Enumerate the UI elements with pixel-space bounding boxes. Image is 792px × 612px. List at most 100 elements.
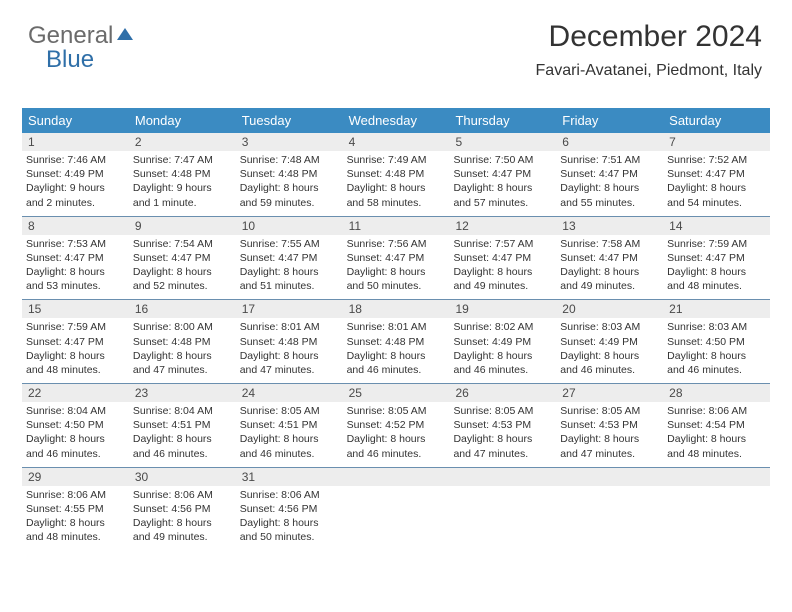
day-header: Friday <box>556 108 663 133</box>
day-number-wrap: 12 <box>449 217 556 235</box>
day-number: 21 <box>669 302 764 316</box>
calendar-cell: 22Sunrise: 8:04 AMSunset: 4:50 PMDayligh… <box>22 384 129 467</box>
sunrise-line: Sunrise: 8:00 AM <box>133 320 232 334</box>
day-header: Sunday <box>22 108 129 133</box>
calendar-cell: 5Sunrise: 7:50 AMSunset: 4:47 PMDaylight… <box>449 133 556 216</box>
day-number: 31 <box>242 470 337 484</box>
logo-text-blue-wrap: Blue <box>46 46 94 74</box>
daylight-line: Daylight: 8 hours and 49 minutes. <box>453 265 552 293</box>
day-number-wrap: 29 <box>22 468 129 486</box>
sunrise-line: Sunrise: 7:46 AM <box>26 153 125 167</box>
day-body: Sunrise: 7:54 AMSunset: 4:47 PMDaylight:… <box>129 235 236 294</box>
sunset-line: Sunset: 4:47 PM <box>133 251 232 265</box>
sunrise-line: Sunrise: 7:59 AM <box>26 320 125 334</box>
sunrise-line: Sunrise: 7:53 AM <box>26 237 125 251</box>
sunset-line: Sunset: 4:47 PM <box>453 251 552 265</box>
sunrise-line: Sunrise: 7:54 AM <box>133 237 232 251</box>
sunset-line: Sunset: 4:48 PM <box>133 167 232 181</box>
day-body: Sunrise: 8:03 AMSunset: 4:49 PMDaylight:… <box>556 318 663 377</box>
calendar-cell: 27Sunrise: 8:05 AMSunset: 4:53 PMDayligh… <box>556 384 663 467</box>
day-header: Saturday <box>663 108 770 133</box>
calendar-cell: 11 Sunrise: 7:56 AMSunset: 4:47 PMDayligh… <box>343 217 450 300</box>
day-number-wrap: 17 <box>236 300 343 318</box>
calendar: Sunday Monday Tuesday Wednesday Thursday… <box>22 108 770 550</box>
day-number: 26 <box>455 386 550 400</box>
day-number: 12 <box>455 219 550 233</box>
sunset-line: Sunset: 4:47 PM <box>347 251 446 265</box>
calendar-week: 22Sunrise: 8:04 AMSunset: 4:50 PMDayligh… <box>22 384 770 468</box>
daylight-line: Daylight: 8 hours and 48 minutes. <box>26 516 125 544</box>
calendar-week: 8Sunrise: 7:53 AMSunset: 4:47 PMDaylight… <box>22 217 770 301</box>
sunrise-line: Sunrise: 8:06 AM <box>26 488 125 502</box>
day-header: Monday <box>129 108 236 133</box>
day-number-wrap: 25 <box>343 384 450 402</box>
day-body: Sunrise: 8:06 AMSunset: 4:55 PMDaylight:… <box>22 486 129 545</box>
day-header: Thursday <box>449 108 556 133</box>
sunrise-line: Sunrise: 7:57 AM <box>453 237 552 251</box>
daylight-line: Daylight: 8 hours and 58 minutes. <box>347 181 446 209</box>
day-body: Sunrise: 8:04 AMSunset: 4:50 PMDaylight:… <box>22 402 129 461</box>
calendar-cell: 24 Sunrise: 8:05 AMSunset: 4:51 PMDayligh… <box>236 384 343 467</box>
day-body: Sunrise: 7:48 AMSunset: 4:48 PMDaylight:… <box>236 151 343 210</box>
day-body: Sunrise: 8:05 AMSunset: 4:51 PMDaylight:… <box>236 402 343 461</box>
daylight-line: Daylight: 8 hours and 47 minutes. <box>133 349 232 377</box>
page-subtitle: Favari-Avatanei, Piedmont, Italy <box>536 62 762 80</box>
daylight-line: Daylight: 9 hours and 2 minutes. <box>26 181 125 209</box>
daylight-line: Daylight: 8 hours and 57 minutes. <box>453 181 552 209</box>
day-body <box>663 486 770 536</box>
sunrise-line: Sunrise: 7:56 AM <box>347 237 446 251</box>
daylight-line: Daylight: 8 hours and 48 minutes. <box>667 265 766 293</box>
day-number: 18 <box>349 302 444 316</box>
day-number-wrap: 24 <box>236 384 343 402</box>
sunrise-line: Sunrise: 8:05 AM <box>560 404 659 418</box>
sunset-line: Sunset: 4:47 PM <box>26 251 125 265</box>
day-body: Sunrise: 8:04 AMSunset: 4:51 PMDaylight:… <box>129 402 236 461</box>
sunset-line: Sunset: 4:51 PM <box>240 418 339 432</box>
day-body: Sunrise: 7:55 AMSunset: 4:47 PMDaylight:… <box>236 235 343 294</box>
day-number: 5 <box>455 135 550 149</box>
day-number-wrap <box>663 468 770 486</box>
day-body: Sunrise: 7:56 AMSunset: 4:47 PMDaylight:… <box>343 235 450 294</box>
calendar-cell: 17Sunrise: 8:01 AMSunset: 4:48 PMDayligh… <box>236 300 343 383</box>
sunset-line: Sunset: 4:53 PM <box>560 418 659 432</box>
sunrise-line: Sunrise: 7:52 AM <box>667 153 766 167</box>
day-header: Tuesday <box>236 108 343 133</box>
calendar-cell: 30Sunrise: 8:06 AMSunset: 4:56 PMDayligh… <box>129 468 236 551</box>
calendar-cell: 12 Sunrise: 7:57 AMSunset: 4:47 PMDayligh… <box>449 217 556 300</box>
calendar-body: 1Sunrise: 7:46 AMSunset: 4:49 PMDaylight… <box>22 133 770 550</box>
day-number-wrap: 16 <box>129 300 236 318</box>
day-body <box>556 486 663 536</box>
day-number-wrap: 13 <box>556 217 663 235</box>
day-number: 24 <box>242 386 337 400</box>
daylight-line: Daylight: 8 hours and 48 minutes. <box>667 432 766 460</box>
calendar-cell: 23Sunrise: 8:04 AMSunset: 4:51 PMDayligh… <box>129 384 236 467</box>
sunrise-line: Sunrise: 8:05 AM <box>240 404 339 418</box>
sunrise-line: Sunrise: 8:04 AM <box>133 404 232 418</box>
day-number-wrap: 2 <box>129 133 236 151</box>
calendar-cell: 26Sunrise: 8:05 AMSunset: 4:53 PMDayligh… <box>449 384 556 467</box>
day-number: 19 <box>455 302 550 316</box>
sunset-line: Sunset: 4:48 PM <box>133 335 232 349</box>
calendar-cell: 8 Sunrise: 7:53 AMSunset: 4:47 PMDaylight… <box>22 217 129 300</box>
sunrise-line: Sunrise: 8:05 AM <box>453 404 552 418</box>
calendar-cell: 21Sunrise: 8:03 AMSunset: 4:50 PMDayligh… <box>663 300 770 383</box>
day-number: 11 <box>349 219 444 233</box>
daylight-line: Daylight: 8 hours and 46 minutes. <box>453 349 552 377</box>
sunset-line: Sunset: 4:54 PM <box>667 418 766 432</box>
day-number: 20 <box>562 302 657 316</box>
day-number: 4 <box>349 135 444 149</box>
calendar-week: 1Sunrise: 7:46 AMSunset: 4:49 PMDaylight… <box>22 133 770 217</box>
calendar-cell: 31Sunrise: 8:06 AMSunset: 4:56 PMDayligh… <box>236 468 343 551</box>
daylight-line: Daylight: 8 hours and 53 minutes. <box>26 265 125 293</box>
day-number <box>455 470 550 484</box>
day-number-wrap: 15 <box>22 300 129 318</box>
day-number: 3 <box>242 135 337 149</box>
day-number: 2 <box>135 135 230 149</box>
day-body: Sunrise: 8:01 AMSunset: 4:48 PMDaylight:… <box>236 318 343 377</box>
day-body: Sunrise: 8:02 AMSunset: 4:49 PMDaylight:… <box>449 318 556 377</box>
day-number-wrap: 20 <box>556 300 663 318</box>
day-header: Wednesday <box>343 108 450 133</box>
sunrise-line: Sunrise: 8:06 AM <box>240 488 339 502</box>
day-number: 8 <box>28 219 123 233</box>
calendar-cell: 3 Sunrise: 7:48 AMSunset: 4:48 PMDaylight… <box>236 133 343 216</box>
